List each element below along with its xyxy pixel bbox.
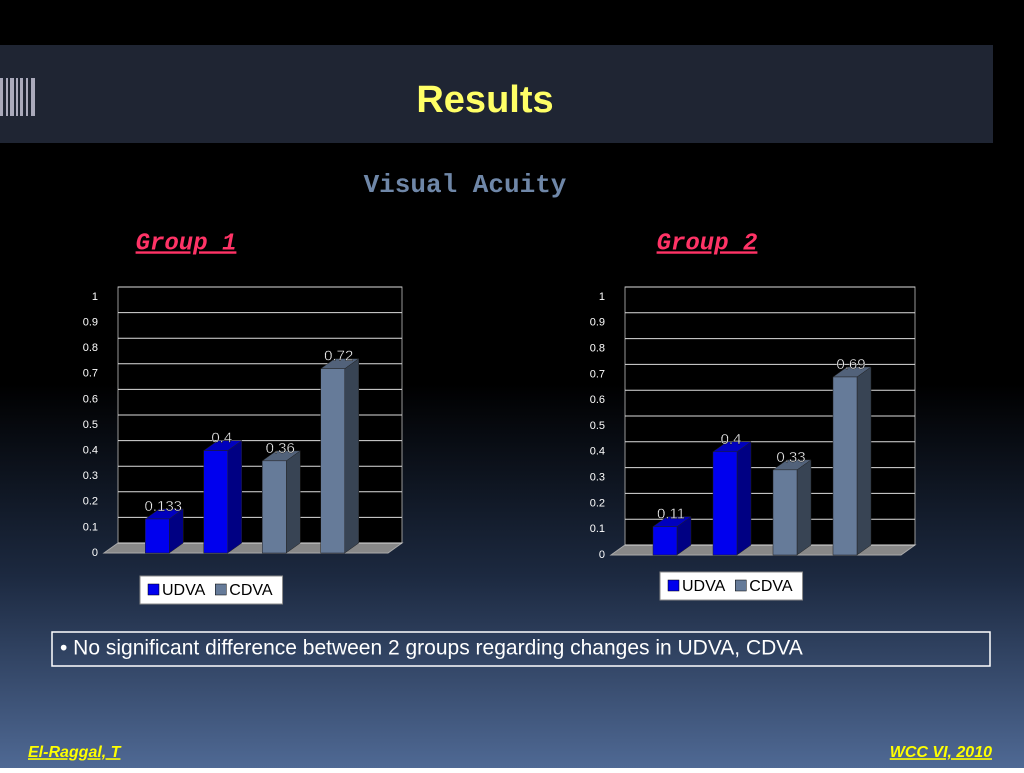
barcode-icon bbox=[0, 78, 35, 116]
data-label: 0.4 bbox=[721, 431, 742, 448]
bar bbox=[145, 518, 170, 554]
y-tick-label: 0.3 bbox=[590, 472, 605, 484]
y-tick-label: 0.4 bbox=[83, 445, 98, 457]
bar bbox=[320, 368, 345, 554]
data-label: 0.72 bbox=[324, 348, 353, 365]
legend-label: UDVA bbox=[162, 582, 206, 599]
y-tick-label: 0.8 bbox=[590, 343, 605, 355]
bar bbox=[712, 451, 738, 556]
y-tick-label: 0.8 bbox=[83, 342, 98, 354]
y-tick-label: 0.5 bbox=[83, 419, 98, 431]
y-tick-label: 0.9 bbox=[590, 317, 605, 329]
bar bbox=[262, 460, 287, 554]
legend-label: CDVA bbox=[229, 582, 273, 599]
bar bbox=[203, 450, 228, 554]
y-tick-label: 0.2 bbox=[590, 497, 605, 509]
y-tick-label: 0 bbox=[599, 549, 605, 561]
y-tick-label: 0.1 bbox=[83, 521, 98, 533]
bar-side bbox=[796, 459, 812, 556]
data-label: 0.11 bbox=[657, 506, 685, 523]
chart-title: Group 2 bbox=[657, 230, 758, 257]
data-label: 0.36 bbox=[266, 440, 295, 457]
data-label: 0.133 bbox=[144, 498, 182, 515]
bar-side bbox=[286, 450, 301, 554]
y-tick-label: 0.6 bbox=[590, 394, 605, 406]
legend-swatch bbox=[667, 579, 680, 592]
legend-box bbox=[659, 571, 804, 601]
bar-side bbox=[736, 441, 752, 556]
data-label: 0.33 bbox=[776, 449, 805, 466]
legend-label: CDVA bbox=[749, 578, 793, 595]
legend: UDVA CDVA bbox=[139, 575, 284, 605]
bar-side bbox=[227, 440, 242, 554]
slide-subtitle: Visual Acuity bbox=[364, 170, 567, 200]
y-tick-label: 0.6 bbox=[83, 393, 98, 405]
bullet-box bbox=[51, 631, 991, 667]
bar bbox=[832, 376, 858, 556]
bar-side bbox=[344, 358, 359, 554]
y-tick-label: 0.7 bbox=[83, 368, 98, 380]
y-tick-label: 0 bbox=[92, 547, 98, 559]
legend-label: UDVA bbox=[682, 578, 726, 595]
y-tick-label: 0.5 bbox=[590, 420, 605, 432]
bar bbox=[652, 526, 678, 556]
legend-swatch bbox=[215, 583, 227, 596]
y-tick-label: 0.1 bbox=[590, 523, 605, 535]
y-tick-label: 1 bbox=[599, 291, 605, 303]
y-tick-label: 0.7 bbox=[590, 368, 605, 380]
legend-swatch bbox=[147, 583, 160, 596]
data-label: 0.4 bbox=[211, 430, 232, 447]
legend-box bbox=[139, 575, 284, 605]
footer-right: WCC VI, 2010 bbox=[890, 744, 992, 761]
y-tick-label: 0.4 bbox=[590, 446, 605, 458]
bar-side bbox=[856, 366, 872, 556]
data-label: 0.69 bbox=[836, 356, 865, 373]
legend-swatch bbox=[735, 579, 747, 592]
footer-left: El-Raggal, T bbox=[28, 744, 122, 761]
slide-title: Results bbox=[416, 79, 553, 121]
y-tick-label: 0.2 bbox=[83, 496, 98, 508]
legend: UDVA CDVA bbox=[659, 571, 804, 601]
bullet-text: • No significant difference between 2 gr… bbox=[60, 637, 803, 660]
y-tick-label: 0.9 bbox=[83, 317, 98, 329]
header-band bbox=[0, 45, 993, 143]
bar bbox=[772, 469, 798, 556]
y-tick-label: 0.3 bbox=[83, 470, 98, 482]
y-tick-label: 1 bbox=[92, 291, 98, 303]
chart-title: Group 1 bbox=[136, 230, 237, 257]
